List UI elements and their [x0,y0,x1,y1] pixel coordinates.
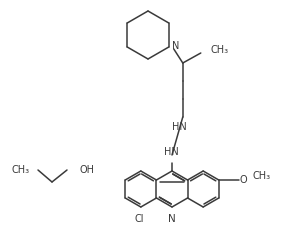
Text: O: O [240,175,247,185]
Text: N: N [168,214,176,224]
Text: OH: OH [79,165,94,175]
Text: CH₃: CH₃ [253,171,271,181]
Text: CH₃: CH₃ [12,165,30,175]
Text: Cl: Cl [134,214,143,224]
Text: HN: HN [172,122,187,132]
Text: CH₃: CH₃ [211,45,229,55]
Text: HN: HN [164,147,178,157]
Text: N: N [172,41,179,51]
